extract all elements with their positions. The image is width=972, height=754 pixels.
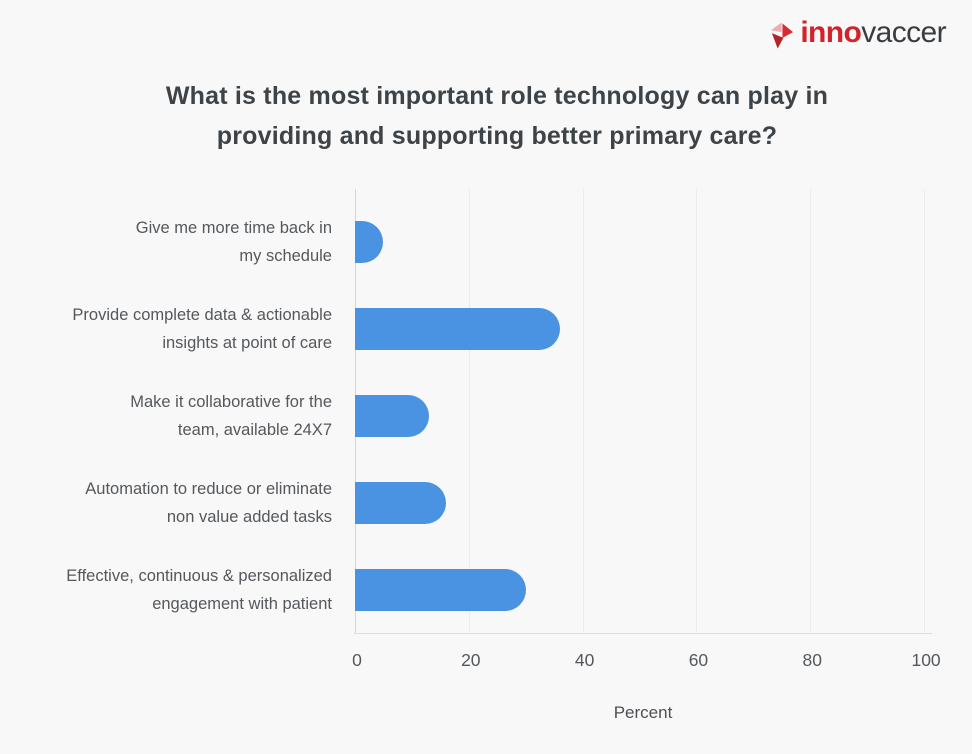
category-label: Provide complete data & actionable insig… xyxy=(72,306,332,352)
category-label: Effective, continuous & personalized eng… xyxy=(66,567,332,613)
bar xyxy=(355,569,526,611)
chart-title: What is the most important role technolo… xyxy=(0,76,972,156)
x-tick-label-20: 20 xyxy=(461,650,481,670)
bar xyxy=(355,308,560,350)
gridline-80 xyxy=(810,189,812,633)
x-tick-label-100: 100 xyxy=(911,650,941,670)
x-tick-label-80: 80 xyxy=(802,650,822,670)
x-axis-label: Percent xyxy=(613,703,673,722)
chart-title-line1: What is the most important role technolo… xyxy=(165,82,829,110)
bar xyxy=(355,482,447,524)
brand-wordmark-bold: inno xyxy=(800,16,862,49)
x-axis-line xyxy=(354,633,932,634)
gridline-100 xyxy=(924,189,926,633)
chart-title-line2: providing and supporting better primary … xyxy=(216,122,778,150)
mark-pale-triangle xyxy=(771,22,782,33)
bar xyxy=(355,395,429,437)
category-label: Make it collaborative for the team, avai… xyxy=(130,393,332,439)
brand-wordmark-rest: vaccer xyxy=(861,16,946,49)
gridline-40 xyxy=(582,189,584,633)
brand-logo: innovaccer xyxy=(769,16,947,50)
x-tick-label-0: 0 xyxy=(352,650,362,670)
gridline-20 xyxy=(468,189,470,633)
mark-dark-triangle xyxy=(772,33,784,49)
x-tick-label-60: 60 xyxy=(688,650,709,670)
category-label: Automation to reduce or eliminate non va… xyxy=(85,480,332,526)
gridline-60 xyxy=(696,189,698,633)
bar xyxy=(355,221,384,263)
category-label: Give me more time back in my schedule xyxy=(135,219,332,265)
mark-red-triangle xyxy=(782,23,794,38)
brand-wordmark: innovaccer xyxy=(800,16,946,50)
innovaccer-mark-icon xyxy=(771,22,794,49)
x-tick-label-40: 40 xyxy=(574,650,595,670)
